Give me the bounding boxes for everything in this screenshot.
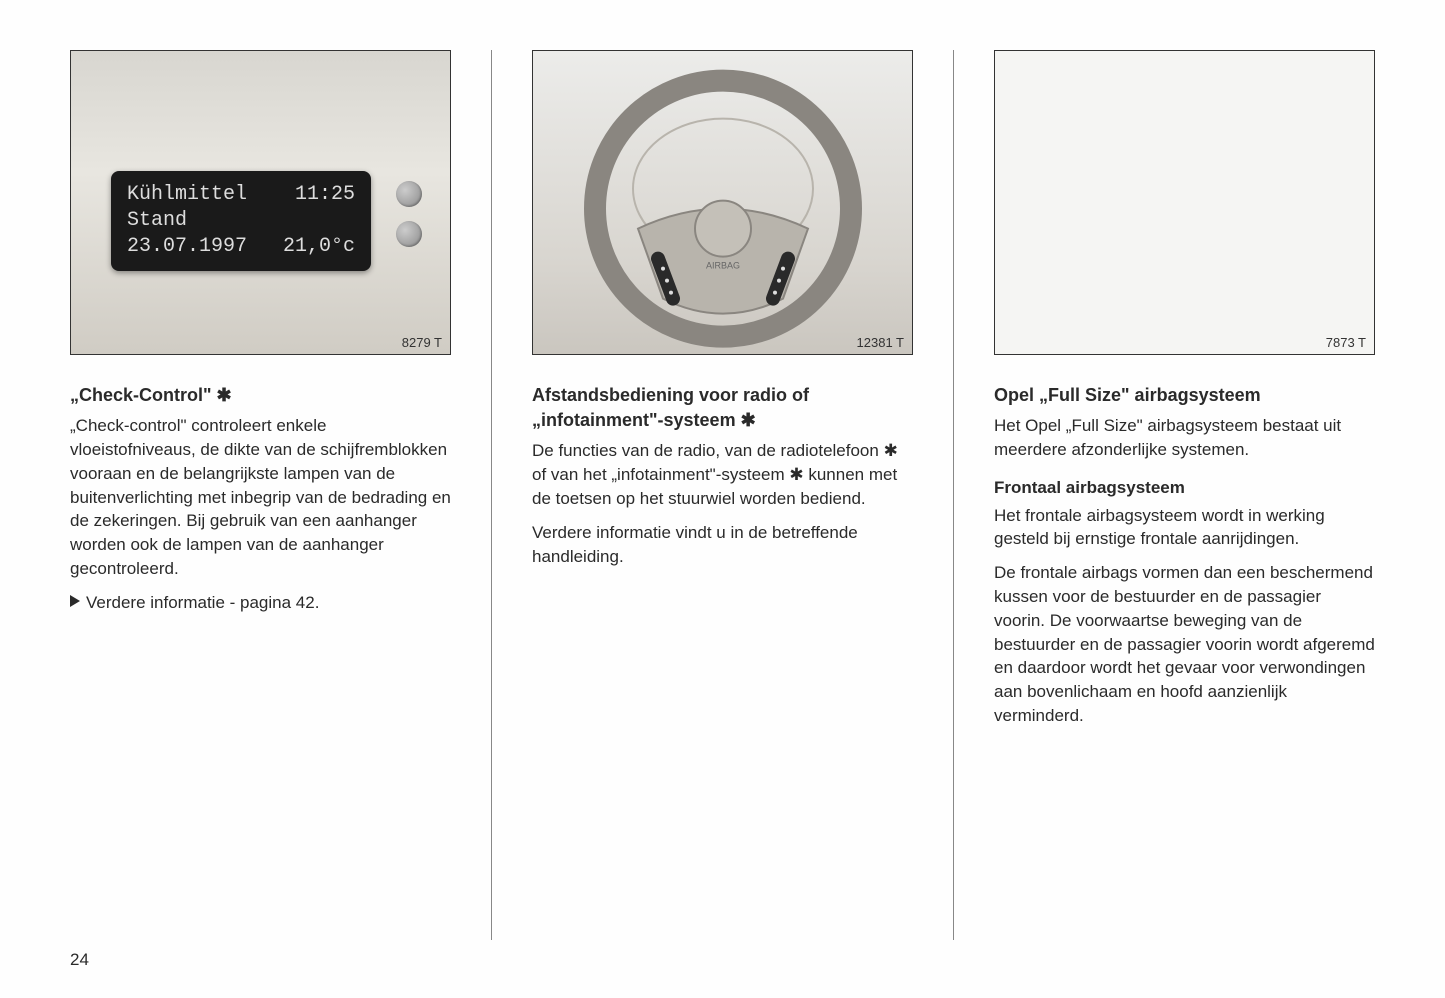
column2-text: Afstandsbediening voor radio of „infotai… bbox=[532, 383, 913, 578]
figure-label: 7873 T bbox=[1326, 335, 1366, 350]
triangle-bullet-icon bbox=[70, 595, 80, 607]
display-row-3: 23.07.1997 21,0°c bbox=[127, 234, 355, 260]
paragraph: Het Opel „Full Size" airbagsysteem besta… bbox=[994, 414, 1375, 462]
bullet-line: Verdere informatie - pagina 42. bbox=[70, 591, 451, 615]
frontal-airbag-subheading: Frontaal airbagsysteem bbox=[994, 476, 1375, 500]
airbag-text: AIRBAG bbox=[705, 260, 739, 270]
display-temp: 21,0°c bbox=[283, 234, 355, 260]
display-text: Stand bbox=[127, 208, 187, 234]
infotainment-heading: Afstandsbediening voor radio of „infotai… bbox=[532, 383, 913, 433]
paragraph: De frontale airbags vormen dan een besch… bbox=[994, 561, 1375, 728]
display-text: Kühlmittel bbox=[127, 182, 247, 208]
display-knobs bbox=[396, 181, 422, 247]
page-columns: Kühlmittel 11:25 Stand 23.07.1997 21,0°c… bbox=[70, 50, 1375, 940]
column-divider bbox=[491, 50, 492, 940]
column-3: 7873 T Opel „Full Size" airbagsysteem He… bbox=[994, 50, 1375, 940]
column1-text: „Check-Control" ✱ „Check-control" contro… bbox=[70, 383, 451, 615]
column-2: AIRBAG 12381 T Afstandsbediening voor ra… bbox=[532, 50, 913, 940]
column3-text: Opel „Full Size" airbagsysteem Het Opel … bbox=[994, 383, 1375, 738]
bullet-text: Verdere informatie - pagina 42. bbox=[86, 591, 319, 615]
paragraph: Het frontale airbagsysteem wordt in werk… bbox=[994, 504, 1375, 552]
figure-check-control: Kühlmittel 11:25 Stand 23.07.1997 21,0°c… bbox=[70, 50, 451, 355]
knob-icon bbox=[396, 221, 422, 247]
paragraph: „Check-control" controleert enkele vloei… bbox=[70, 414, 451, 581]
check-control-display: Kühlmittel 11:25 Stand 23.07.1997 21,0°c bbox=[111, 171, 371, 271]
paragraph: Verdere informatie vindt u in de betreff… bbox=[532, 521, 913, 569]
page-number: 24 bbox=[70, 950, 89, 970]
figure-steering-wheel: AIRBAG 12381 T bbox=[532, 50, 913, 355]
paragraph: De functies van de radio, van de radiote… bbox=[532, 439, 913, 510]
column-1: Kühlmittel 11:25 Stand 23.07.1997 21,0°c… bbox=[70, 50, 451, 940]
display-date: 23.07.1997 bbox=[127, 234, 247, 260]
display-row-2: Stand bbox=[127, 208, 355, 234]
display-row-1: Kühlmittel 11:25 bbox=[127, 182, 355, 208]
figure3-bg bbox=[995, 51, 1374, 354]
steering-wheel-icon: AIRBAG bbox=[583, 68, 863, 348]
check-control-heading: „Check-Control" ✱ bbox=[70, 383, 451, 408]
airbag-heading: Opel „Full Size" airbagsysteem bbox=[994, 383, 1375, 408]
figure-label: 12381 T bbox=[857, 335, 904, 350]
figure-label: 8279 T bbox=[402, 335, 442, 350]
column-divider bbox=[953, 50, 954, 940]
figure-airbag: 7873 T bbox=[994, 50, 1375, 355]
display-time: 11:25 bbox=[295, 182, 355, 208]
knob-icon bbox=[396, 181, 422, 207]
